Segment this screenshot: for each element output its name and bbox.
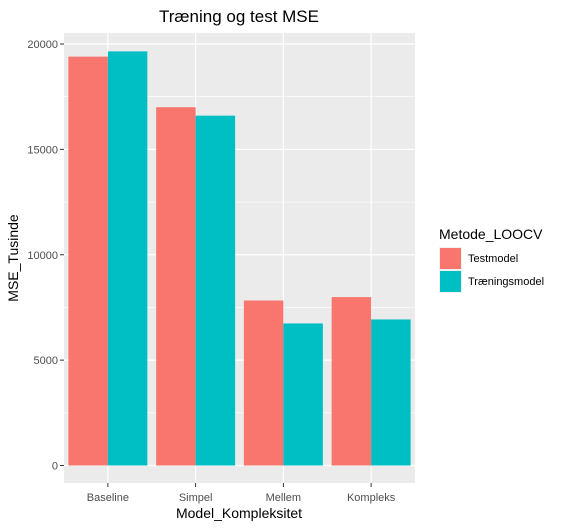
y-axis: 0 5000 10000 15000 20000 (27, 39, 64, 473)
legend: Metode_LOOCV Testmodel Træningsmodel (439, 226, 544, 293)
bar-kompleks-test (331, 297, 372, 466)
bar-baseline-test (68, 56, 108, 466)
legend-key-swatch (440, 248, 461, 269)
bar-mellem-traening (283, 323, 323, 466)
x-axis: Baseline Simpel Mellem Kompleks (87, 483, 396, 504)
bar-baseline-traening (107, 51, 148, 466)
x-tick-label: Baseline (87, 492, 129, 504)
y-tick-label: 5000 (34, 355, 58, 367)
chart-title: Træning og test MSE (159, 7, 319, 26)
y-tick-label: 15000 (27, 144, 58, 156)
x-tick-label: Mellem (266, 492, 301, 504)
bar-simpel-test (156, 107, 196, 466)
bar-simpel-traening (195, 115, 236, 466)
x-axis-title: Model_Kompleksitet (176, 505, 302, 521)
x-tick-label: Simpel (179, 492, 213, 504)
legend-label: Testmodel (468, 253, 518, 265)
legend-title: Metode_LOOCV (439, 226, 543, 242)
y-axis-title: MSE_Tusinde (5, 214, 21, 302)
legend-label: Træningsmodel (468, 276, 544, 288)
legend-key-swatch (440, 271, 461, 292)
y-tick-label: 0 (52, 461, 58, 473)
y-tick-label: 10000 (27, 250, 58, 262)
y-tick-label: 20000 (27, 39, 58, 51)
bars-layer (68, 51, 411, 466)
bar-kompleks-traening (371, 319, 411, 466)
x-tick-label: Kompleks (347, 492, 396, 504)
bar-mellem-test (243, 300, 284, 466)
